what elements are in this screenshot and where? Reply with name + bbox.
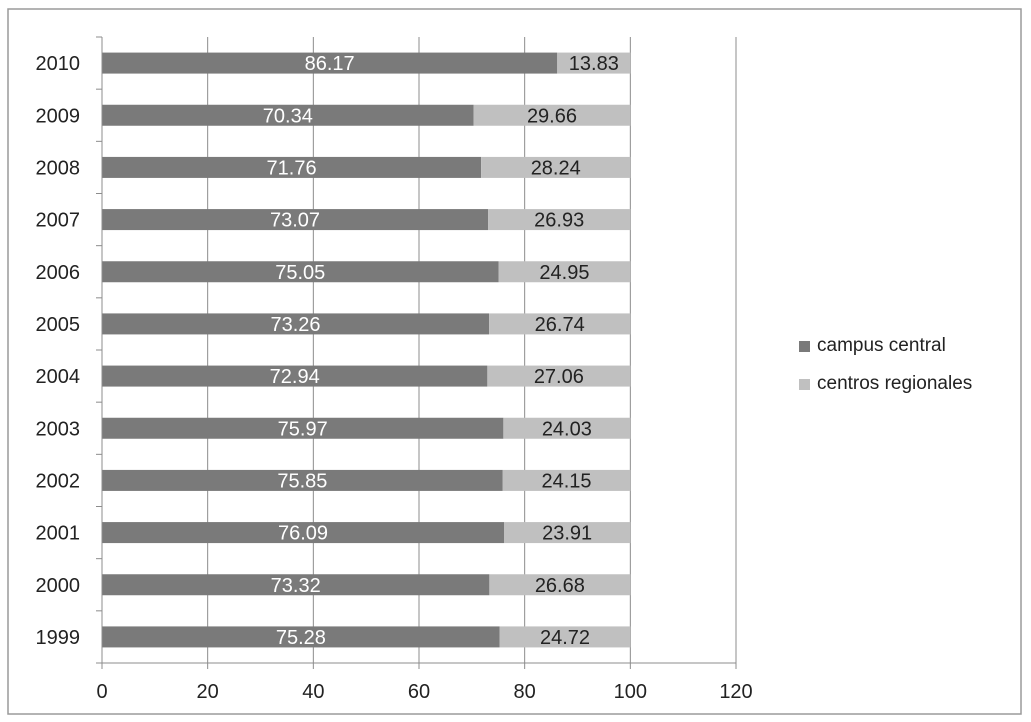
- y-tick-label-2004: 2004: [36, 366, 81, 388]
- labels: 0 20 40 60 80 100 120 75.28 24.72 1999 73.32 26.68 2…: [36, 53, 753, 703]
- data-label-centros-regionales-2008: 28.24: [531, 157, 581, 179]
- y-tick-label-2000: 2000: [36, 575, 81, 597]
- x-tick-label-100: 100: [614, 681, 647, 703]
- data-label-centros-regionales-2005: 26.74: [535, 314, 585, 336]
- bar-centros-regionales-2002: [502, 469, 631, 491]
- bar-campus-central-2008: [102, 156, 482, 178]
- bar-campus-central-2000: [102, 574, 490, 596]
- bar-centros-regionales-2010: [557, 52, 631, 74]
- legend: campus central centros regionales: [799, 333, 972, 409]
- legend-item-centros-regionales: centros regionales: [799, 371, 972, 397]
- y-tick-label-2008: 2008: [36, 157, 81, 179]
- data-label-campus-central-2003: 75.97: [278, 418, 328, 440]
- y-tick-label-2007: 2007: [36, 210, 81, 232]
- x-tick-label-40: 40: [302, 681, 324, 703]
- data-label-campus-central-2005: 73.26: [270, 314, 320, 336]
- y-tick-label-2003: 2003: [36, 418, 81, 440]
- bar-campus-central-2002: [102, 469, 503, 491]
- data-label-campus-central-2010: 86.17: [305, 53, 355, 75]
- bar-centros-regionales-2006: [498, 261, 631, 283]
- bars: [102, 52, 631, 648]
- data-label-centros-regionales-2009: 29.66: [527, 105, 577, 127]
- data-label-campus-central-2004: 72.94: [270, 366, 320, 388]
- bar-centros-regionales-2003: [503, 417, 631, 439]
- data-label-centros-regionales-2010: 13.83: [569, 53, 619, 75]
- data-label-centros-regionales-2004: 27.06: [534, 366, 584, 388]
- y-tick-label-2010: 2010: [36, 53, 81, 75]
- bar-campus-central-2006: [102, 261, 499, 283]
- x-tick-label-120: 120: [719, 681, 752, 703]
- x-tick-label-60: 60: [408, 681, 430, 703]
- y-tick-label-2002: 2002: [36, 470, 81, 492]
- bar-campus-central-2001: [102, 522, 505, 544]
- legend-swatch-centros-regionales: [799, 378, 810, 390]
- bar-centros-regionales-2008: [481, 156, 631, 178]
- legend-swatch-campus-central: [799, 340, 810, 352]
- data-label-centros-regionales-2001: 23.91: [542, 523, 592, 545]
- grid-lines: [207, 37, 737, 663]
- y-tick-label-2009: 2009: [36, 105, 81, 127]
- bar-campus-central-2003: [102, 417, 504, 439]
- data-label-campus-central-2008: 71.76: [267, 157, 317, 179]
- bar-campus-central-2007: [102, 209, 489, 231]
- data-label-centros-regionales-2000: 26.68: [535, 575, 585, 597]
- data-label-campus-central-2002: 75.85: [277, 470, 327, 492]
- bar-centros-regionales-2009: [473, 104, 631, 126]
- data-label-campus-central-2006: 75.05: [275, 262, 325, 284]
- data-label-campus-central-2007: 73.07: [270, 210, 320, 232]
- data-label-centros-regionales-2006: 24.95: [539, 262, 589, 284]
- bar-campus-central-2005: [102, 313, 490, 335]
- bar-campus-central-2004: [102, 365, 488, 387]
- data-label-campus-central-2001: 76.09: [278, 523, 328, 545]
- data-label-campus-central-2009: 70.34: [263, 105, 313, 127]
- bar-centros-regionales-2007: [488, 209, 631, 231]
- y-tick-label-1999: 1999: [36, 627, 81, 649]
- data-label-centros-regionales-2002: 24.15: [542, 470, 592, 492]
- bar-centros-regionales-1999: [499, 626, 631, 648]
- x-tick-label-0: 0: [96, 681, 107, 703]
- x-tick-label-20: 20: [197, 681, 219, 703]
- bar-centros-regionales-2004: [487, 365, 631, 387]
- bar-centros-regionales-2000: [489, 574, 631, 596]
- data-label-centros-regionales-2007: 26.93: [534, 210, 584, 232]
- bar-campus-central-2009: [102, 104, 474, 126]
- legend-item-campus-central: campus central: [799, 333, 972, 359]
- data-label-campus-central-1999: 75.28: [276, 627, 326, 649]
- y-tick-label-2001: 2001: [36, 523, 81, 545]
- legend-label-campus-central: campus central: [817, 335, 946, 356]
- axes: [96, 36, 737, 669]
- chart-border: [7, 8, 1022, 715]
- data-label-centros-regionales-1999: 24.72: [540, 627, 590, 649]
- legend-label-centros-regionales: centros regionales: [817, 373, 973, 394]
- bar-centros-regionales-2005: [489, 313, 631, 335]
- bar-campus-central-2010: [102, 52, 558, 74]
- bar-centros-regionales-2001: [504, 522, 631, 544]
- bar-campus-central-1999: [102, 626, 500, 648]
- data-label-centros-regionales-2003: 24.03: [542, 418, 592, 440]
- data-label-campus-central-2000: 73.32: [271, 575, 321, 597]
- x-tick-label-80: 80: [514, 681, 536, 703]
- y-tick-label-2006: 2006: [36, 262, 81, 284]
- y-tick-label-2005: 2005: [36, 314, 81, 336]
